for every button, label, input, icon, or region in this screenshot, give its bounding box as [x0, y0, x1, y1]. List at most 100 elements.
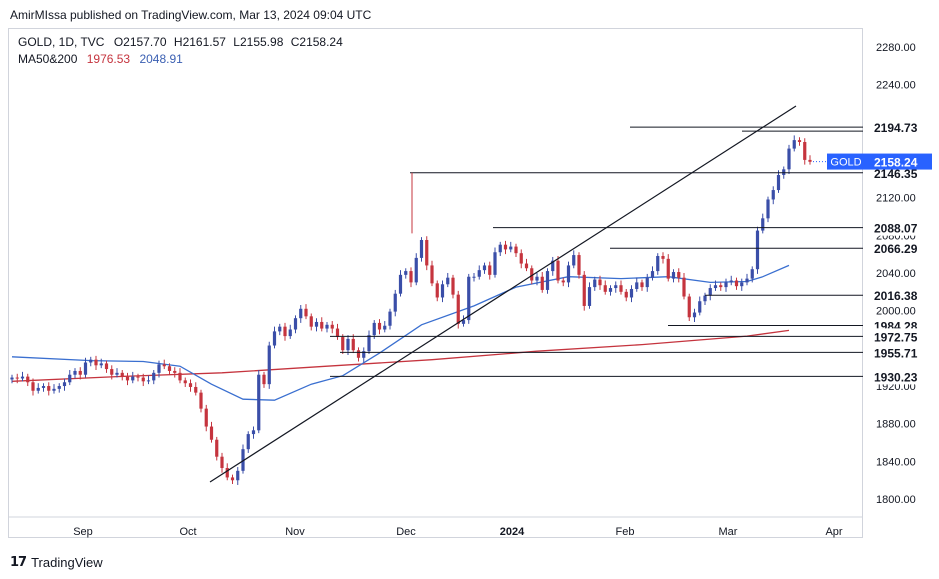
candle-body [619, 285, 623, 292]
candle-body [246, 434, 250, 450]
x-tick-label: Apr [825, 526, 842, 538]
candle-body [488, 265, 492, 275]
high-value: 2161.57 [182, 35, 226, 49]
candle-body [551, 260, 555, 272]
candle-body [146, 380, 151, 382]
candle-body [503, 244, 508, 250]
candle-body [577, 255, 581, 275]
y-tick-label: 1880.00 [876, 419, 916, 431]
candle-body [440, 284, 445, 298]
candle-body [666, 258, 670, 279]
ma200-value: 2048.91 [139, 52, 183, 66]
candle-body [367, 335, 371, 352]
candle-body [157, 364, 161, 373]
ma-legend[interactable]: MA50&200 1976.53 2048.91 [18, 52, 183, 66]
candle-body [587, 287, 592, 306]
candle-body [262, 374, 266, 385]
ma-label: MA50&200 [18, 52, 78, 66]
close-value: 2158.24 [299, 35, 343, 49]
candle-body [430, 265, 434, 284]
ma50-value: 1976.53 [86, 52, 131, 66]
candle-body [745, 278, 749, 283]
candle-body [78, 370, 82, 375]
candle-body [104, 363, 109, 370]
candle-body [514, 246, 518, 254]
candle-body [199, 392, 203, 409]
candle-body [188, 383, 193, 387]
candle-body [734, 280, 739, 287]
candle-body [582, 274, 586, 306]
candle-body [120, 372, 124, 377]
candle-body [346, 338, 350, 351]
candle-body [209, 426, 214, 440]
candle-body [456, 294, 460, 324]
candle-body [68, 374, 72, 383]
candle-body [719, 285, 723, 288]
x-tick-label: Dec [396, 526, 416, 538]
level-label: 2016.38 [874, 289, 918, 303]
chart-frame [8, 28, 863, 538]
y-tick-label: 2240.00 [876, 80, 916, 92]
candle-body [650, 271, 655, 278]
level-label-bg [866, 287, 932, 304]
candle-body [477, 270, 481, 277]
trendline [209, 105, 797, 483]
candle-body [771, 190, 775, 200]
candle-body [724, 282, 728, 288]
candle-body [152, 372, 156, 381]
candle-body [614, 285, 618, 289]
candle-body [729, 280, 733, 283]
candle-body [183, 380, 187, 384]
candle-body [299, 308, 303, 319]
level-label: 2194.73 [874, 121, 918, 135]
candle-body [372, 322, 376, 336]
candle-body [556, 260, 560, 281]
candle-body [173, 370, 177, 373]
candle-body [451, 277, 455, 295]
brand-name: TradingView [31, 554, 103, 570]
candle-body [761, 218, 765, 231]
candle-body [304, 308, 308, 317]
y-tick-label: 1840.00 [876, 456, 916, 468]
candle-body [283, 326, 287, 337]
candle-body [766, 199, 770, 219]
candle-body [236, 470, 240, 481]
candle-body [629, 288, 634, 298]
level-label-bg [866, 328, 932, 345]
candle-body [540, 276, 544, 290]
candle-body [125, 376, 130, 381]
level-label-bg [866, 219, 932, 236]
candle-body [603, 285, 607, 292]
candle-body [36, 387, 40, 391]
candle-body [687, 296, 691, 318]
candle-body [414, 257, 418, 283]
candle-body [215, 439, 219, 457]
level-label: 2146.35 [874, 167, 918, 181]
candle-body [141, 377, 145, 382]
tradingview-footer[interactable]: 𝟭𝟳 TradingView [10, 554, 103, 570]
candle-body [131, 376, 135, 381]
candle-body [598, 279, 602, 286]
candle-body [136, 376, 140, 378]
candle-body [15, 377, 19, 379]
candle-body [530, 268, 534, 281]
tradingview-logo-icon: 𝟭𝟳 [10, 554, 27, 569]
ma200-line [11, 329, 790, 382]
candle-body [26, 376, 30, 383]
symbol-legend: GOLD, 1D, TVC O2157.70 H2161.57 L2155.98… [18, 35, 347, 49]
candle-body [278, 326, 282, 332]
close-label: C [290, 35, 300, 49]
low-label: L [233, 35, 240, 49]
candle-body [561, 280, 565, 283]
candle-body [661, 256, 665, 259]
candle-body [89, 359, 93, 363]
candle-body [713, 285, 718, 289]
symbol-name: GOLD, 1D, TVC [18, 35, 105, 49]
x-tick-label: Mar [719, 526, 738, 538]
candle-body [572, 255, 576, 266]
candle-body [204, 408, 208, 427]
level-label: 1972.75 [874, 330, 918, 344]
candle-body [194, 386, 198, 393]
level-label-bg [866, 344, 932, 361]
